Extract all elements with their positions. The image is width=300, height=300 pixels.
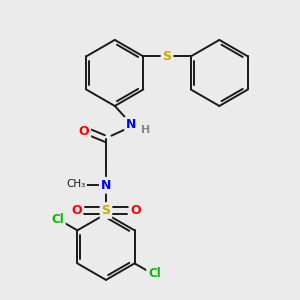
Text: N: N [126, 118, 136, 131]
Text: N: N [101, 179, 111, 192]
Text: S: S [163, 50, 172, 63]
Text: O: O [71, 204, 82, 217]
Text: Cl: Cl [148, 267, 161, 280]
Text: Cl: Cl [51, 213, 64, 226]
Text: O: O [79, 125, 89, 138]
Text: O: O [130, 204, 141, 217]
Text: S: S [101, 204, 110, 217]
Text: CH₃: CH₃ [67, 179, 86, 189]
Text: H: H [141, 125, 150, 135]
